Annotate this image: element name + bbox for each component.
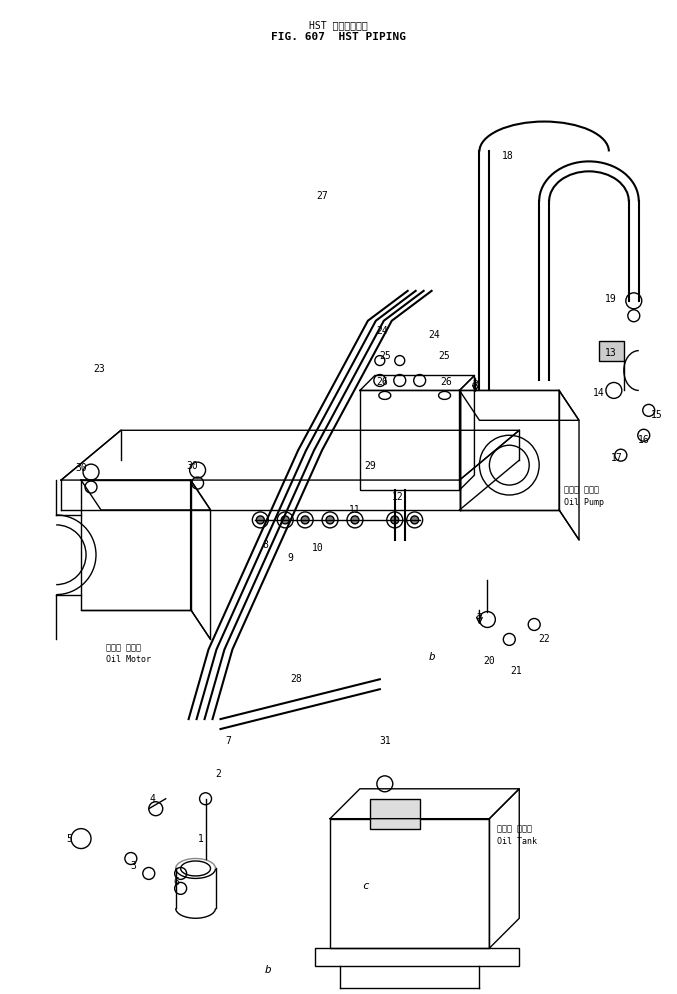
Text: 20: 20 bbox=[483, 656, 496, 666]
Text: 25: 25 bbox=[439, 351, 450, 361]
Bar bbox=[370, 799, 420, 829]
Circle shape bbox=[326, 516, 334, 524]
Circle shape bbox=[301, 516, 309, 524]
Text: 16: 16 bbox=[638, 435, 650, 445]
Text: 30: 30 bbox=[75, 463, 87, 473]
Text: オイル タンク: オイル タンク bbox=[498, 824, 532, 833]
Text: 5: 5 bbox=[66, 834, 72, 844]
Text: 15: 15 bbox=[651, 411, 663, 420]
Bar bbox=[330, 819, 489, 948]
Text: オイル ポンプ: オイル ポンプ bbox=[564, 485, 599, 495]
Text: 22: 22 bbox=[538, 634, 550, 644]
Circle shape bbox=[281, 516, 289, 524]
Circle shape bbox=[411, 516, 418, 524]
Text: c: c bbox=[362, 882, 369, 892]
Text: 12: 12 bbox=[392, 492, 403, 502]
Text: 23: 23 bbox=[93, 364, 105, 374]
Bar bbox=[460, 391, 559, 510]
Text: a: a bbox=[472, 379, 479, 389]
Text: b: b bbox=[429, 652, 435, 662]
Bar bbox=[360, 391, 460, 490]
Text: オイル モータ: オイル モータ bbox=[106, 643, 141, 652]
Text: 3: 3 bbox=[130, 862, 136, 872]
Text: 26: 26 bbox=[441, 378, 452, 388]
Text: a: a bbox=[476, 610, 483, 620]
Text: 24: 24 bbox=[376, 326, 388, 336]
Text: 6: 6 bbox=[174, 878, 179, 888]
Text: 7: 7 bbox=[225, 736, 232, 746]
Text: b: b bbox=[265, 965, 271, 975]
Text: Oil Motor: Oil Motor bbox=[106, 655, 151, 664]
Text: 2: 2 bbox=[215, 769, 221, 779]
Text: 9: 9 bbox=[287, 553, 293, 563]
Bar bbox=[81, 480, 191, 609]
Text: 31: 31 bbox=[379, 736, 391, 746]
Text: 13: 13 bbox=[605, 348, 617, 358]
Text: 4: 4 bbox=[150, 794, 156, 804]
Circle shape bbox=[391, 516, 399, 524]
Text: Oil Pump: Oil Pump bbox=[564, 498, 604, 508]
Bar bbox=[315, 948, 519, 966]
Text: 11: 11 bbox=[349, 505, 361, 515]
Text: 18: 18 bbox=[502, 151, 513, 161]
Text: 27: 27 bbox=[316, 191, 328, 201]
Text: 29: 29 bbox=[364, 461, 376, 471]
Text: 8: 8 bbox=[263, 540, 268, 550]
Text: 25: 25 bbox=[379, 351, 391, 361]
Bar bbox=[599, 341, 624, 361]
Text: HST パイピンググ: HST パイピンググ bbox=[309, 20, 368, 30]
Circle shape bbox=[351, 516, 359, 524]
Text: 1: 1 bbox=[198, 834, 204, 844]
Text: 17: 17 bbox=[611, 453, 623, 463]
Text: 10: 10 bbox=[312, 543, 324, 553]
Text: Oil Tank: Oil Tank bbox=[498, 837, 538, 846]
Text: FIG. 607  HST PIPING: FIG. 607 HST PIPING bbox=[271, 32, 406, 42]
Text: 24: 24 bbox=[429, 330, 441, 340]
Circle shape bbox=[257, 516, 264, 524]
Text: 14: 14 bbox=[593, 389, 605, 399]
Text: 19: 19 bbox=[605, 294, 617, 304]
Text: 21: 21 bbox=[510, 666, 522, 676]
Text: 26: 26 bbox=[376, 378, 388, 388]
Text: 30: 30 bbox=[187, 461, 198, 471]
Text: 28: 28 bbox=[290, 674, 302, 684]
